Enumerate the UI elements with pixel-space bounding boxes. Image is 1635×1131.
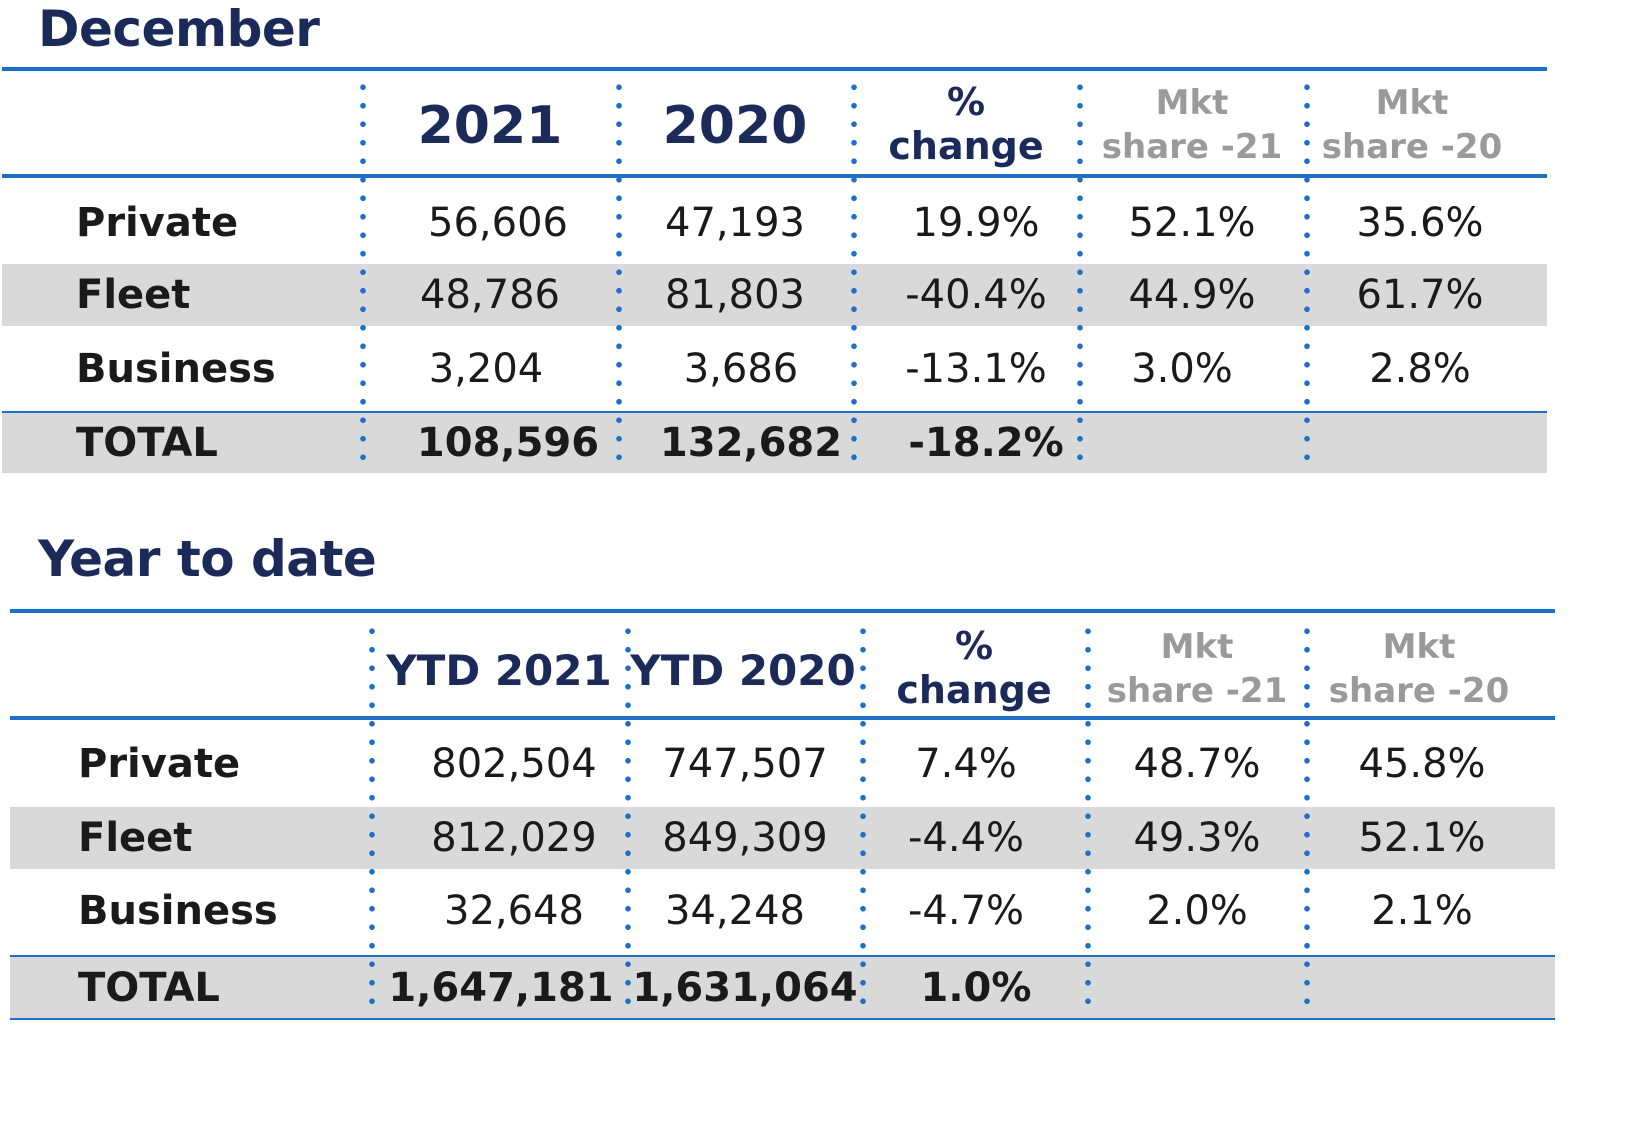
column-header-ytd-2020: YTD 2020 bbox=[630, 645, 856, 695]
value-pct-change: -13.1% bbox=[905, 346, 1047, 392]
column-divider bbox=[1304, 78, 1310, 463]
bottom-rule bbox=[10, 1018, 1555, 1020]
total-2020: 132,682 bbox=[659, 420, 843, 466]
total-2021: 108,596 bbox=[416, 420, 600, 466]
value-ytd-2020: 34,248 bbox=[665, 888, 805, 934]
header-line: Mkt bbox=[1382, 626, 1456, 667]
value-ytd-2021: 32,648 bbox=[444, 888, 584, 934]
value-2021: 56,606 bbox=[428, 200, 568, 246]
header-line: change bbox=[888, 124, 1044, 168]
row-label: Fleet bbox=[76, 272, 191, 318]
value-mkt-share-20: 45.8% bbox=[1358, 741, 1486, 787]
row-band bbox=[2, 264, 1547, 326]
column-divider bbox=[625, 622, 631, 1007]
december-section: December 2021 2020 % change Mkt share -2… bbox=[0, 0, 1635, 500]
top-rule bbox=[2, 67, 1547, 71]
column-header-ytd-2021: YTD 2021 bbox=[386, 645, 612, 695]
column-header-mkt-share-21: Mkt share -21 bbox=[1086, 80, 1298, 170]
column-divider bbox=[1085, 622, 1091, 1007]
total-ytd-2021: 1,647,181 bbox=[388, 965, 614, 1011]
value-mkt-share-21: 49.3% bbox=[1133, 815, 1261, 861]
row-label: Private bbox=[76, 200, 239, 246]
header-line: share -20 bbox=[1321, 127, 1503, 167]
value-mkt-share-21: 3.0% bbox=[1131, 346, 1233, 392]
top-rule bbox=[10, 609, 1555, 613]
value-pct-change: 19.9% bbox=[912, 200, 1040, 246]
column-header-mkt-share-20: Mkt share -20 bbox=[1312, 80, 1512, 170]
value-mkt-share-21: 52.1% bbox=[1128, 200, 1256, 246]
header-line: share -20 bbox=[1328, 671, 1510, 711]
value-2020: 3,686 bbox=[683, 346, 799, 392]
column-divider bbox=[360, 78, 366, 463]
column-header-pct-change: % change bbox=[868, 620, 1080, 718]
value-2020: 81,803 bbox=[665, 272, 805, 318]
header-line: change bbox=[896, 668, 1052, 712]
column-header-2020: 2020 bbox=[662, 96, 808, 156]
value-mkt-share-20: 61.7% bbox=[1356, 272, 1484, 318]
value-pct-change: -4.7% bbox=[907, 888, 1025, 934]
value-mkt-share-20: 35.6% bbox=[1356, 200, 1484, 246]
total-rule bbox=[10, 955, 1555, 957]
value-ytd-2020: 747,507 bbox=[662, 741, 828, 787]
value-pct-change: -4.4% bbox=[907, 815, 1025, 861]
header-rule bbox=[10, 716, 1555, 720]
value-mkt-share-20: 52.1% bbox=[1358, 815, 1486, 861]
total-band bbox=[2, 413, 1547, 473]
value-ytd-2021: 802,504 bbox=[431, 741, 597, 787]
value-2021: 48,786 bbox=[420, 272, 560, 318]
total-pct-change: 1.0% bbox=[920, 965, 1032, 1011]
header-line: % bbox=[954, 624, 994, 669]
total-ytd-2020: 1,631,064 bbox=[632, 965, 858, 1011]
value-ytd-2021: 812,029 bbox=[431, 815, 597, 861]
row-label: Private bbox=[78, 741, 241, 787]
row-label: TOTAL bbox=[76, 420, 218, 466]
header-line: % bbox=[946, 80, 986, 125]
column-divider bbox=[1304, 622, 1310, 1007]
value-2021: 3,204 bbox=[428, 346, 544, 392]
header-line: Mkt bbox=[1160, 626, 1234, 667]
value-pct-change: -40.4% bbox=[905, 272, 1047, 318]
value-mkt-share-20: 2.8% bbox=[1369, 346, 1471, 392]
header-rule bbox=[2, 174, 1547, 178]
row-label: TOTAL bbox=[78, 965, 220, 1011]
column-divider bbox=[860, 622, 866, 1007]
column-divider bbox=[616, 78, 622, 463]
column-header-mkt-share-20: Mkt share -20 bbox=[1314, 624, 1524, 714]
row-band bbox=[10, 807, 1555, 869]
section-title: December bbox=[38, 0, 320, 58]
value-mkt-share-21: 2.0% bbox=[1146, 888, 1248, 934]
total-pct-change: -18.2% bbox=[908, 420, 1064, 466]
header-line: Mkt bbox=[1155, 82, 1229, 123]
header-line: Mkt bbox=[1375, 82, 1449, 123]
section-title: Year to date bbox=[38, 530, 377, 588]
header-line: share -21 bbox=[1101, 127, 1283, 167]
column-divider bbox=[851, 78, 857, 463]
value-2020: 47,193 bbox=[665, 200, 805, 246]
row-label: Business bbox=[78, 888, 278, 934]
column-divider bbox=[369, 622, 375, 1007]
column-header-pct-change: % change bbox=[860, 76, 1072, 174]
value-ytd-2020: 849,309 bbox=[662, 815, 828, 861]
total-band bbox=[10, 957, 1555, 1019]
value-pct-change: 7.4% bbox=[915, 741, 1017, 787]
row-label: Fleet bbox=[78, 815, 193, 861]
value-mkt-share-21: 44.9% bbox=[1128, 272, 1256, 318]
column-header-2021: 2021 bbox=[417, 96, 563, 156]
value-mkt-share-20: 2.1% bbox=[1371, 888, 1473, 934]
total-rule bbox=[2, 411, 1547, 413]
value-mkt-share-21: 48.7% bbox=[1133, 741, 1261, 787]
column-header-mkt-share-21: Mkt share -21 bbox=[1094, 624, 1300, 714]
row-label: Business bbox=[76, 346, 276, 392]
column-divider bbox=[1077, 78, 1083, 463]
header-line: share -21 bbox=[1106, 671, 1288, 711]
